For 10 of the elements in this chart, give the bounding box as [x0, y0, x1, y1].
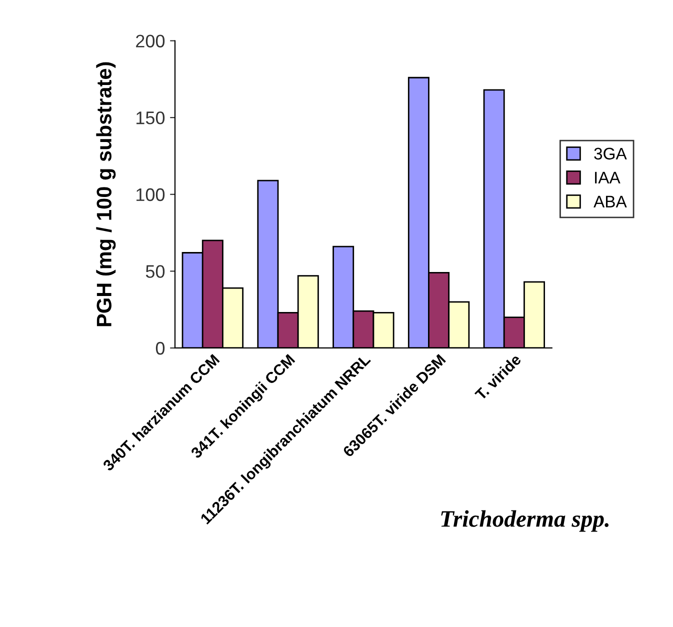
y-tick-label: 50: [146, 265, 165, 278]
y-tick-label: 0: [156, 342, 165, 355]
legend-label: 3GA: [594, 148, 627, 160]
y-tick-label: 100: [136, 188, 165, 202]
legend-label: ABA: [594, 196, 627, 208]
y-axis-title: PGH (mg / 100 g substrate): [96, 62, 116, 326]
x-axis-title: Trichoderma spp.: [441, 510, 609, 532]
y-tick-label: 150: [136, 111, 165, 124]
y-tick-label: 200: [136, 34, 165, 48]
legend-label: IAA: [595, 172, 620, 184]
